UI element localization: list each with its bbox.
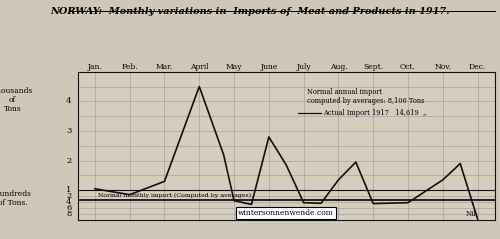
Text: Mar.: Mar. (156, 63, 173, 71)
Text: Jan.: Jan. (88, 63, 102, 71)
Text: 8: 8 (66, 210, 71, 218)
Text: June: June (260, 63, 278, 71)
Text: 4: 4 (66, 198, 71, 206)
Text: Thousands
of
Tons: Thousands of Tons (0, 87, 33, 113)
Text: computed by averages: 8,106 Tons: computed by averages: 8,106 Tons (307, 97, 424, 105)
Text: wintersonnenwende.com: wintersonnenwende.com (238, 209, 334, 217)
Text: Oct.: Oct. (400, 63, 416, 71)
Text: 4: 4 (66, 97, 71, 105)
Text: Nil: Nil (466, 210, 476, 217)
Text: 6: 6 (66, 204, 71, 212)
Text: Normal monthly import (Computed by averages).: Normal monthly import (Computed by avera… (98, 193, 253, 198)
Text: Nov.: Nov. (434, 63, 452, 71)
Text: 2: 2 (66, 157, 71, 165)
Text: April: April (190, 63, 208, 71)
Text: Dec.: Dec. (469, 63, 486, 71)
Text: Aug.: Aug. (330, 63, 347, 71)
Text: May: May (226, 63, 242, 71)
Text: 1: 1 (66, 186, 71, 194)
Text: 2: 2 (66, 192, 71, 200)
Text: Sept.: Sept. (363, 63, 384, 71)
Text: NORWAY:  Monthly variations in  Imports of  Meat and Products in 1917.: NORWAY: Monthly variations in Imports of… (50, 7, 450, 16)
Text: Feb.: Feb. (122, 63, 138, 71)
Text: Actual Import 1917   14,619  „: Actual Import 1917 14,619 „ (323, 109, 426, 117)
Text: July: July (296, 63, 311, 71)
Text: Hundreds
of Tons.: Hundreds of Tons. (0, 190, 32, 207)
Text: 3: 3 (66, 127, 71, 135)
Text: Normal annual import: Normal annual import (307, 88, 382, 96)
